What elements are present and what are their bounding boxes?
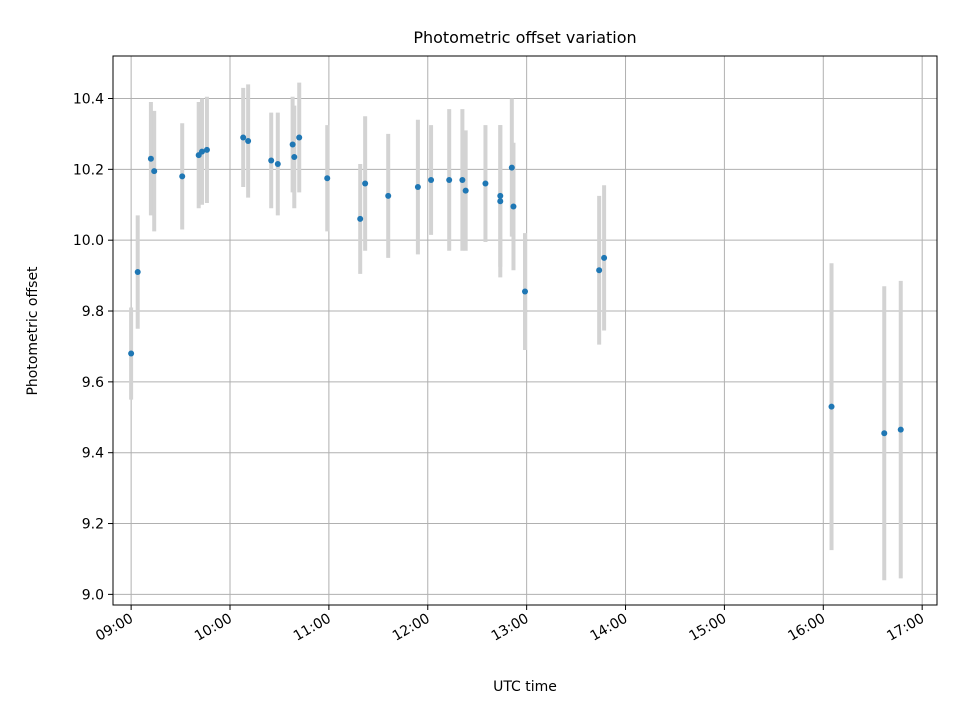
data-point [274,161,281,168]
data-point [198,148,205,155]
data-point [596,267,603,274]
data-point [291,153,298,160]
data-point [245,138,252,145]
data-point [289,141,296,148]
y-tick-label: 9.4 [82,446,104,462]
y-tick-label: 9.2 [82,517,104,533]
y-tick-label: 9.0 [82,587,104,603]
data-point [268,157,275,164]
data-point [428,176,435,183]
data-point [151,168,158,175]
data-point [462,187,469,194]
data-point [203,146,210,153]
data-point [179,173,186,180]
y-tick-label: 9.6 [82,375,104,391]
y-tick-label: 9.8 [82,304,104,320]
data-point [497,198,504,205]
y-tick-label: 10.2 [73,162,104,178]
data-point [147,155,154,162]
y-axis: 9.0 9.2 9.4 9.6 9.8 10.0 10.2 10.4 [73,92,113,603]
data-point [324,175,331,182]
data-point [128,350,135,357]
data-point [881,430,888,437]
data-point [828,403,835,410]
data-point [362,180,369,187]
data-point [459,176,466,183]
data-point [510,203,517,210]
y-tick-label: 10.0 [73,233,104,249]
data-point [601,254,608,261]
chart-title: Photometric offset variation [413,28,636,47]
data-point [296,134,303,141]
data-point [497,192,504,199]
data-point [897,426,904,433]
data-point [522,288,528,295]
data-point [134,269,141,276]
data-point [357,215,364,222]
data-points [128,134,904,437]
data-point [482,180,489,187]
y-tick-label: 10.4 [73,92,104,108]
data-point [240,134,247,141]
data-point [508,164,515,171]
x-axis-label: UTC time [493,679,557,695]
y-axis-label: Photometric offset [25,266,41,396]
data-point [385,192,392,199]
data-point [446,176,453,183]
plot-frame [112,55,938,606]
data-point [414,184,421,191]
